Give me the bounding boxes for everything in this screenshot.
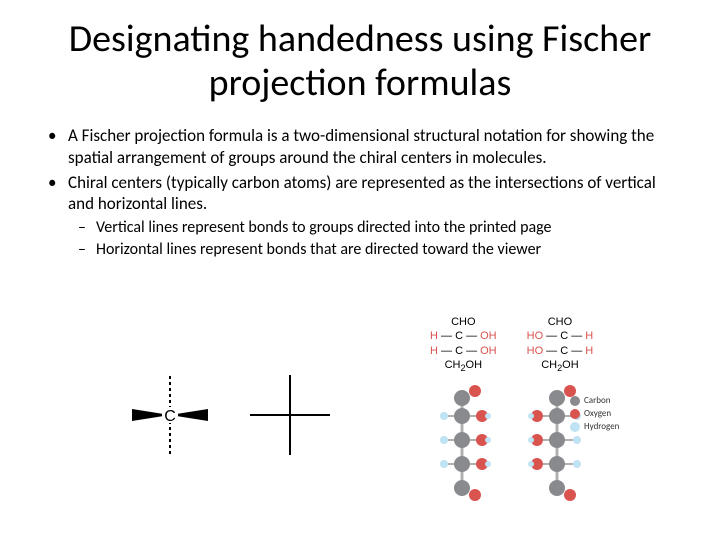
sugar-structures: CHO H — C — OH H — C — OH CH2OH CHO HO —… [430, 315, 593, 503]
fischer-schematic: C [120, 365, 350, 470]
ball-stick-models [430, 383, 593, 503]
formula-right: CHO HO — C — H HO — C — H CH2OH [527, 315, 594, 375]
legend-hydrogen: Hydrogen [570, 421, 619, 432]
legend-oxygen: Oxygen [570, 408, 619, 419]
formula-left: CHO H — C — OH H — C — OH CH2OH [430, 315, 497, 375]
center-carbon-label: C [164, 408, 176, 425]
legend-carbon-label: Carbon [584, 395, 610, 406]
legend-hydrogen-label: Hydrogen [584, 421, 619, 432]
ball-model-left [430, 383, 495, 503]
carbon-swatch [570, 396, 580, 406]
bullet-2b: Horizontal lines represent bonds that ar… [40, 240, 680, 260]
legend-carbon: Carbon [570, 395, 619, 406]
atom-legend: Carbon Oxygen Hydrogen [570, 395, 619, 434]
oxygen-swatch [570, 409, 580, 419]
bullet-2: Chiral centers (typically carbon atoms) … [40, 172, 680, 215]
bullet-2a: Vertical lines represent bonds to groups… [40, 218, 680, 238]
figure-area: C CHO H — C — OH H — C — OH CH2OH CHO HO… [0, 315, 720, 525]
legend-oxygen-label: Oxygen [584, 408, 611, 419]
hydrogen-swatch [570, 422, 580, 432]
bullet-1: A Fischer projection formula is a two-di… [40, 125, 680, 168]
bullet-list: A Fischer projection formula is a two-di… [0, 115, 720, 260]
page-title: Designating handedness using Fischer pro… [0, 0, 720, 115]
